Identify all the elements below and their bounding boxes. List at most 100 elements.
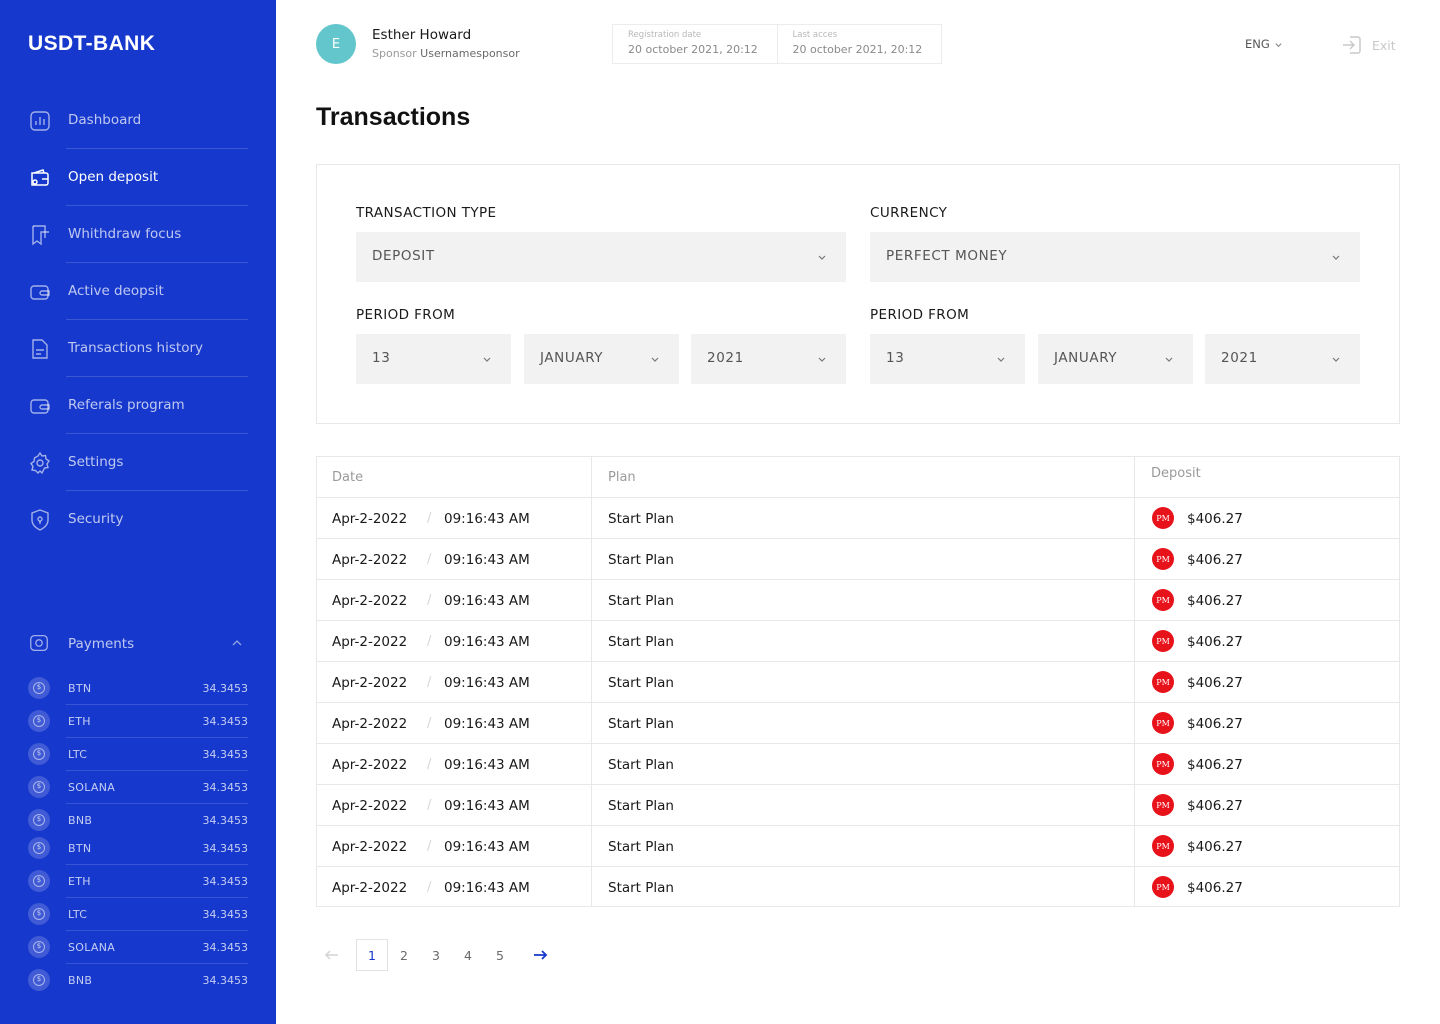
- sidebar-item-open-deposit[interactable]: Open deposit: [0, 149, 276, 206]
- divider: [66, 262, 248, 263]
- sidebar-item-active-deposit[interactable]: Active deopsit: [0, 263, 276, 320]
- transaction-type-select[interactable]: DEPOSIT: [356, 232, 846, 282]
- column-header-plan[interactable]: Plan: [608, 470, 636, 485]
- period-from-year-select[interactable]: 2021: [691, 334, 846, 384]
- divider: [66, 490, 248, 491]
- coin-item[interactable]: $ BTN 34.3453: [0, 832, 276, 865]
- page-3-button[interactable]: 3: [432, 947, 440, 963]
- payments-label: Payments: [68, 636, 135, 652]
- row-plan: Start Plan: [608, 552, 674, 568]
- date-time-separator: /: [427, 757, 432, 772]
- table-header: Date Plan Deposit: [317, 457, 1399, 498]
- coin-icon: $: [28, 809, 50, 831]
- coin-item[interactable]: $ ETH 34.3453: [0, 865, 276, 898]
- table-row[interactable]: Apr-2-2022 / 09:16:43 AM Start Plan PM $406.2…: [317, 539, 1399, 580]
- exit-button[interactable]: Exit: [1340, 33, 1396, 57]
- row-date: Apr-2-2022: [332, 593, 408, 609]
- sidebar-item-label: Referals program: [68, 397, 185, 413]
- sidebar-item-withdraw[interactable]: Whithdraw focus: [0, 206, 276, 263]
- row-date: Apr-2-2022: [332, 839, 408, 855]
- sidebar-item-security[interactable]: Security: [0, 491, 276, 548]
- date-time-separator: /: [427, 675, 432, 690]
- arrow-left-icon: [324, 950, 338, 960]
- column-divider: [591, 457, 592, 906]
- period-from-month-select[interactable]: JANUARY: [524, 334, 679, 384]
- period-from-day-select[interactable]: 13: [356, 334, 511, 384]
- coin-item[interactable]: $ LTC 34.3453: [0, 898, 276, 931]
- coin-item[interactable]: $ ETH 34.3453: [0, 705, 276, 738]
- language-label: ENG: [1245, 37, 1270, 51]
- date-time-separator: /: [427, 839, 432, 854]
- language-selector[interactable]: ENG: [1245, 37, 1283, 51]
- currency-select[interactable]: PERFECT MONEY: [870, 232, 1360, 282]
- coin-item[interactable]: $ BNB 34.3453: [0, 964, 276, 997]
- sidebar-item-referals[interactable]: Referals program: [0, 377, 276, 434]
- row-date: Apr-2-2022: [332, 716, 408, 732]
- coin-item[interactable]: $ BTN 34.3453: [0, 672, 276, 705]
- period-to-month-select[interactable]: JANUARY: [1038, 334, 1193, 384]
- sidebar-item-transactions-history[interactable]: Transactions history: [0, 320, 276, 377]
- row-date: Apr-2-2022: [332, 675, 408, 691]
- table-row[interactable]: Apr-2-2022 / 09:16:43 AM Start Plan PM $406.2…: [317, 580, 1399, 621]
- date-time-separator: /: [427, 552, 432, 567]
- column-header-deposit[interactable]: Deposit: [1151, 466, 1201, 481]
- period-to-day-select[interactable]: 13: [870, 334, 1025, 384]
- last-access-label: Last acces: [792, 30, 838, 40]
- page-5-button[interactable]: 5: [496, 947, 504, 963]
- row-amount: $406.27: [1187, 552, 1243, 568]
- perfect-money-icon: PM: [1152, 712, 1174, 734]
- coin-value: 34.3453: [202, 715, 249, 728]
- last-access: Last acces 20 october 2021, 20:12: [776, 25, 942, 63]
- coin-value: 34.3453: [202, 941, 249, 954]
- exit-label: Exit: [1372, 37, 1396, 53]
- row-time: 09:16:43 AM: [444, 511, 530, 527]
- logout-icon: [1343, 36, 1361, 54]
- coin-item[interactable]: $ SOLANA 34.3453: [0, 771, 276, 804]
- row-time: 09:16:43 AM: [444, 880, 530, 896]
- table-row[interactable]: Apr-2-2022 / 09:16:43 AM Start Plan PM $406.2…: [317, 826, 1399, 867]
- table-row[interactable]: Apr-2-2022 / 09:16:43 AM Start Plan PM $406.2…: [317, 621, 1399, 662]
- divider: [66, 148, 248, 149]
- coin-name: LTC: [68, 748, 88, 761]
- row-time: 09:16:43 AM: [444, 634, 530, 650]
- page-2-button[interactable]: 2: [400, 947, 408, 963]
- app-logo[interactable]: USDT-BANK: [28, 32, 156, 55]
- coin-name: ETH: [68, 715, 91, 728]
- chevron-up-icon: [232, 640, 242, 646]
- table-row[interactable]: Apr-2-2022 / 09:16:43 AM Start Plan PM $406.2…: [317, 703, 1399, 744]
- page-1-button[interactable]: 1: [356, 939, 388, 971]
- coin-item[interactable]: $ LTC 34.3453: [0, 738, 276, 771]
- withdraw-icon: [32, 225, 49, 246]
- row-amount: $406.27: [1187, 757, 1243, 773]
- sidebar-item-label: Transactions history: [68, 340, 203, 356]
- divider: [66, 737, 248, 738]
- table-row[interactable]: Apr-2-2022 / 09:16:43 AM Start Plan PM $406.2…: [317, 662, 1399, 703]
- coin-item[interactable]: $ BNB 34.3453: [0, 804, 276, 837]
- prev-page-button[interactable]: [316, 939, 348, 971]
- next-page-button[interactable]: [524, 939, 556, 971]
- coin-item[interactable]: $ SOLANA 34.3453: [0, 931, 276, 964]
- coin-value: 34.3453: [202, 682, 249, 695]
- sidebar-item-settings[interactable]: Settings: [0, 434, 276, 491]
- page-4-button[interactable]: 4: [464, 947, 472, 963]
- sidebar-item-label: Dashboard: [68, 112, 142, 128]
- coin-value: 34.3453: [202, 748, 249, 761]
- avatar[interactable]: E: [316, 24, 356, 64]
- row-plan: Start Plan: [608, 675, 674, 691]
- period-to-year-select[interactable]: 2021: [1205, 334, 1360, 384]
- table-row[interactable]: Apr-2-2022 / 09:16:43 AM Start Plan PM $406.2…: [317, 785, 1399, 826]
- table-row[interactable]: Apr-2-2022 / 09:16:43 AM Start Plan PM $406.2…: [317, 744, 1399, 785]
- sidebar-item-label: Settings: [68, 454, 124, 470]
- divider: [66, 319, 248, 320]
- row-plan: Start Plan: [608, 839, 674, 855]
- payments-toggle[interactable]: Payments: [0, 628, 276, 660]
- coin-name: BTN: [68, 682, 92, 695]
- row-plan: Start Plan: [608, 757, 674, 773]
- table-row[interactable]: Apr-2-2022 / 09:16:43 AM Start Plan PM $406.2…: [317, 498, 1399, 539]
- select-value: DEPOSIT: [372, 248, 435, 264]
- payments-icon: [30, 635, 48, 651]
- table-row[interactable]: Apr-2-2022 / 09:16:43 AM Start Plan PM $406.2…: [317, 867, 1399, 908]
- divider: [66, 864, 248, 865]
- sidebar-item-dashboard[interactable]: Dashboard: [0, 92, 276, 149]
- column-header-date[interactable]: Date: [332, 470, 364, 485]
